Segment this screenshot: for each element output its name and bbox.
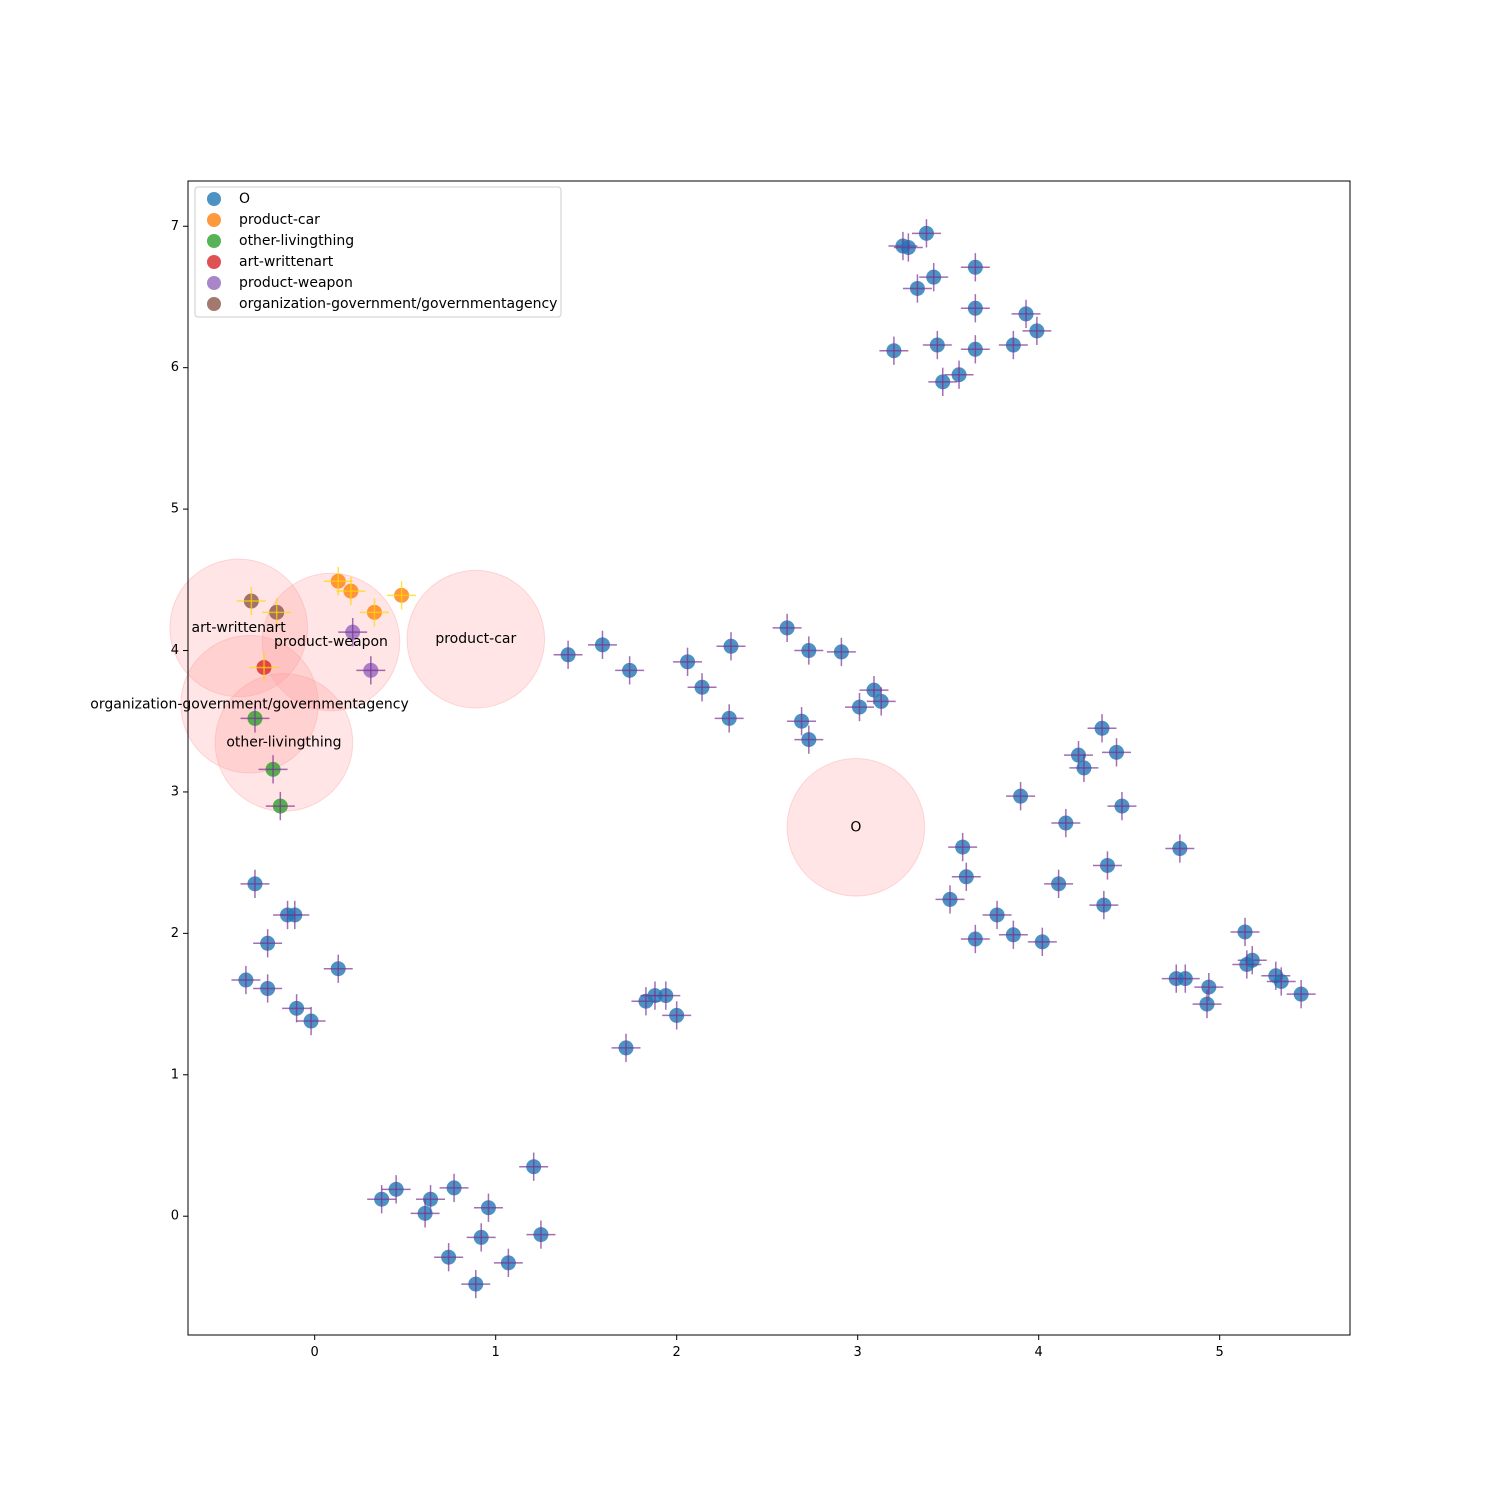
legend-marker [207,255,221,269]
legend-label: other-livingthing [239,233,354,249]
y-tick-label: 6 [171,360,179,375]
legend-label: art-writtenart [239,254,334,270]
cluster-circle [406,569,546,709]
legend-box [194,186,562,318]
cluster-label: other-livingthing [226,734,341,750]
axes: 0 1 2 3 4 5 0 1 2 3 4 5 6 7 [171,219,1224,1360]
cluster-circle [786,758,926,897]
legend-marker [207,213,221,227]
legend-label: product-car [239,212,320,228]
x-tick-label: 1 [492,1345,500,1360]
cluster-label: organization-government/governmentagency [90,696,408,712]
y-tick-label: 1 [171,1067,179,1082]
x-tick-label: 2 [673,1345,681,1360]
y-tick-label: 2 [171,926,179,941]
cluster-circle [169,558,308,698]
legend-marker [207,234,221,248]
x-tick-label: 3 [854,1345,862,1360]
legend-marker [207,297,221,311]
cluster-circle [180,634,319,774]
cluster-circles [169,558,926,897]
cluster-label: O [850,819,861,835]
cluster-label: art-writtenart [192,620,287,636]
x-tick-label: 4 [1035,1345,1043,1360]
y-tick-label: 7 [171,219,179,234]
legend-label: O [239,191,250,207]
y-tick-label: 0 [171,1209,179,1224]
legend-label: organization-government/governmentagency [239,296,557,312]
y-tick-label: 3 [171,784,179,799]
x-tick-label: 0 [311,1345,319,1360]
data-points [231,219,1316,1299]
y-tick-label: 5 [171,502,179,517]
legend-label: product-weapon [239,275,353,291]
cluster-circle [261,572,401,712]
cluster-label: product-car [435,631,516,647]
y-tick-label: 4 [171,643,179,658]
x-tick-label: 5 [1216,1345,1224,1360]
legend-marker [207,276,221,290]
cluster-label: product-weapon [274,634,388,650]
plot-area-frame [187,180,1351,1336]
legend-marker [207,192,221,206]
